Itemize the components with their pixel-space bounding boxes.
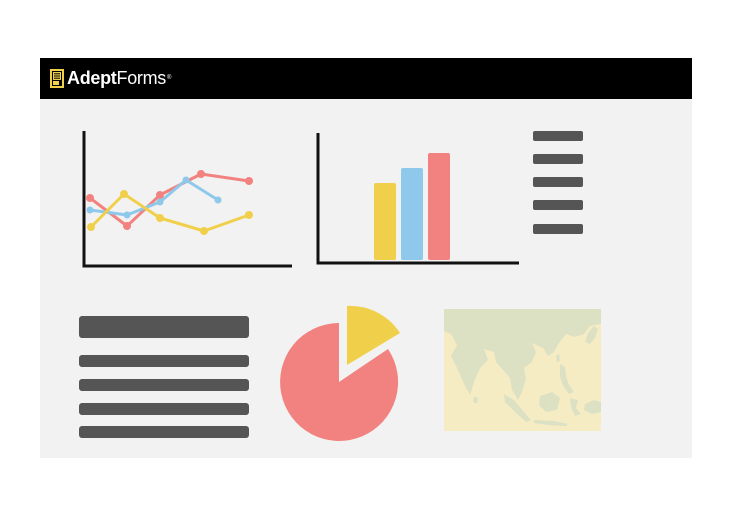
line-series-red <box>89 172 250 228</box>
trademark-symbol: ® <box>167 75 172 81</box>
line-chart-axes <box>82 131 292 268</box>
map-island-srilanka <box>473 396 478 404</box>
bar-chart-axes <box>316 133 519 265</box>
brand-logo: AdeptForms® <box>67 67 171 89</box>
map-landmass-indochina <box>494 343 536 400</box>
line-chart-icon <box>82 131 292 268</box>
bar-yellow <box>374 183 396 260</box>
line-points-red <box>86 170 253 230</box>
map-island-taiwan <box>556 354 560 362</box>
legend-placeholder-lines <box>533 131 583 234</box>
brand-name-bold: Adept <box>67 68 117 88</box>
map-island-new-guinea <box>584 400 601 414</box>
bar-blue <box>401 168 423 260</box>
bar-chart-icon <box>316 133 519 265</box>
map-landmass-north <box>444 309 601 356</box>
map-island-borneo <box>539 392 560 412</box>
map-icon <box>444 309 601 431</box>
map-landmass-india <box>451 345 488 395</box>
pie-chart-icon <box>280 305 400 441</box>
document-icon <box>50 69 64 88</box>
map-island-sulawesi <box>570 398 581 416</box>
header-bar: AdeptForms® <box>40 58 692 99</box>
pie-slice-yellow <box>347 305 400 365</box>
text-placeholder-block <box>79 316 249 438</box>
map-island-sumatra <box>504 394 531 422</box>
line-points-yellow <box>87 190 253 235</box>
brand-name-light: Forms <box>116 68 167 88</box>
map-island-philippines <box>560 364 574 394</box>
line-points-blue <box>86 176 222 219</box>
bar-red <box>428 153 450 260</box>
heading-placeholder <box>79 316 249 338</box>
map-island-java <box>534 420 568 426</box>
pie-slice-red <box>280 323 399 441</box>
map-island-japan <box>585 326 598 344</box>
